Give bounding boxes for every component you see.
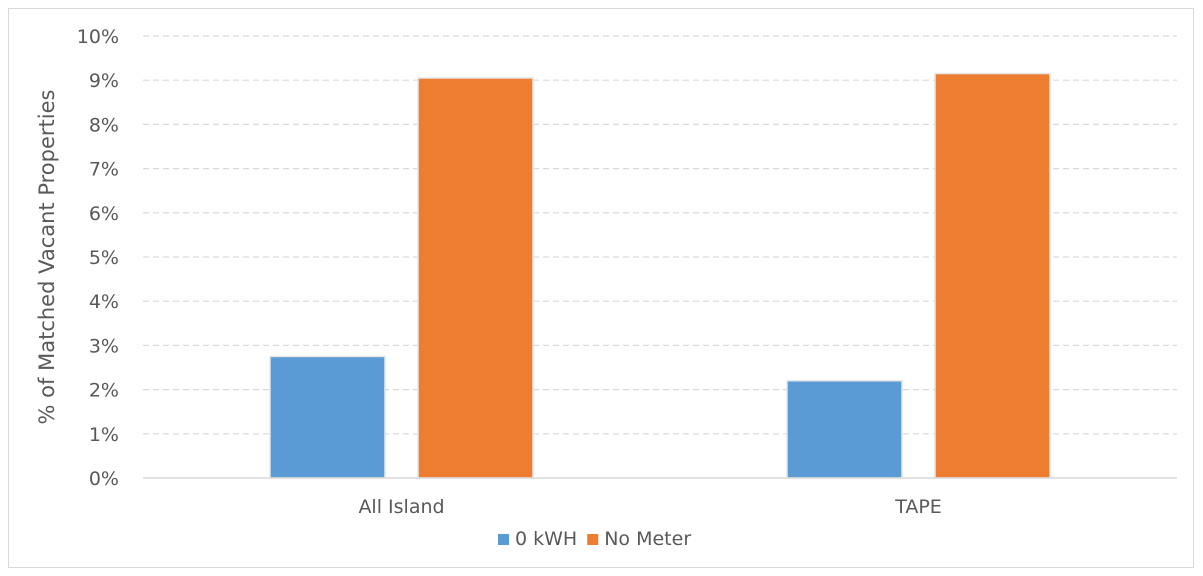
y-tick-label: 7% bbox=[89, 159, 119, 181]
y-tick-label: 1% bbox=[89, 424, 119, 446]
bar-no-meter bbox=[934, 72, 1051, 479]
legend-label: No Meter bbox=[604, 528, 691, 550]
legend-label: 0 kWH bbox=[515, 528, 577, 550]
y-axis-tick-labels: 0% 1% 2% 3% 4% 5% 6% 7% 8% 9% 10% bbox=[77, 26, 119, 490]
y-tick-label: 6% bbox=[89, 203, 119, 225]
y-axis-label: % of Matched Vacant Properties bbox=[35, 90, 59, 425]
bar-0-kwh bbox=[269, 355, 386, 479]
x-tick-label: All Island bbox=[358, 496, 444, 518]
legend-swatch bbox=[498, 534, 509, 545]
y-tick-label: 5% bbox=[89, 247, 119, 269]
legend-swatch bbox=[587, 534, 599, 545]
y-tick-label: 3% bbox=[89, 335, 119, 357]
bars bbox=[269, 72, 1051, 479]
bar-no-meter bbox=[417, 77, 534, 479]
y-tick-label: 0% bbox=[89, 468, 119, 490]
y-tick-label: 2% bbox=[89, 380, 119, 402]
x-tick-label: TAPE bbox=[894, 496, 942, 518]
y-tick-label: 8% bbox=[89, 114, 119, 136]
y-tick-label: 9% bbox=[89, 70, 119, 92]
x-axis-category-labels: All Island TAPE bbox=[358, 496, 941, 518]
y-tick-label: 10% bbox=[77, 26, 119, 48]
y-tick-label: 4% bbox=[89, 291, 119, 313]
legend: 0 kWH No Meter bbox=[498, 528, 691, 550]
bar-0-kwh bbox=[786, 380, 903, 479]
